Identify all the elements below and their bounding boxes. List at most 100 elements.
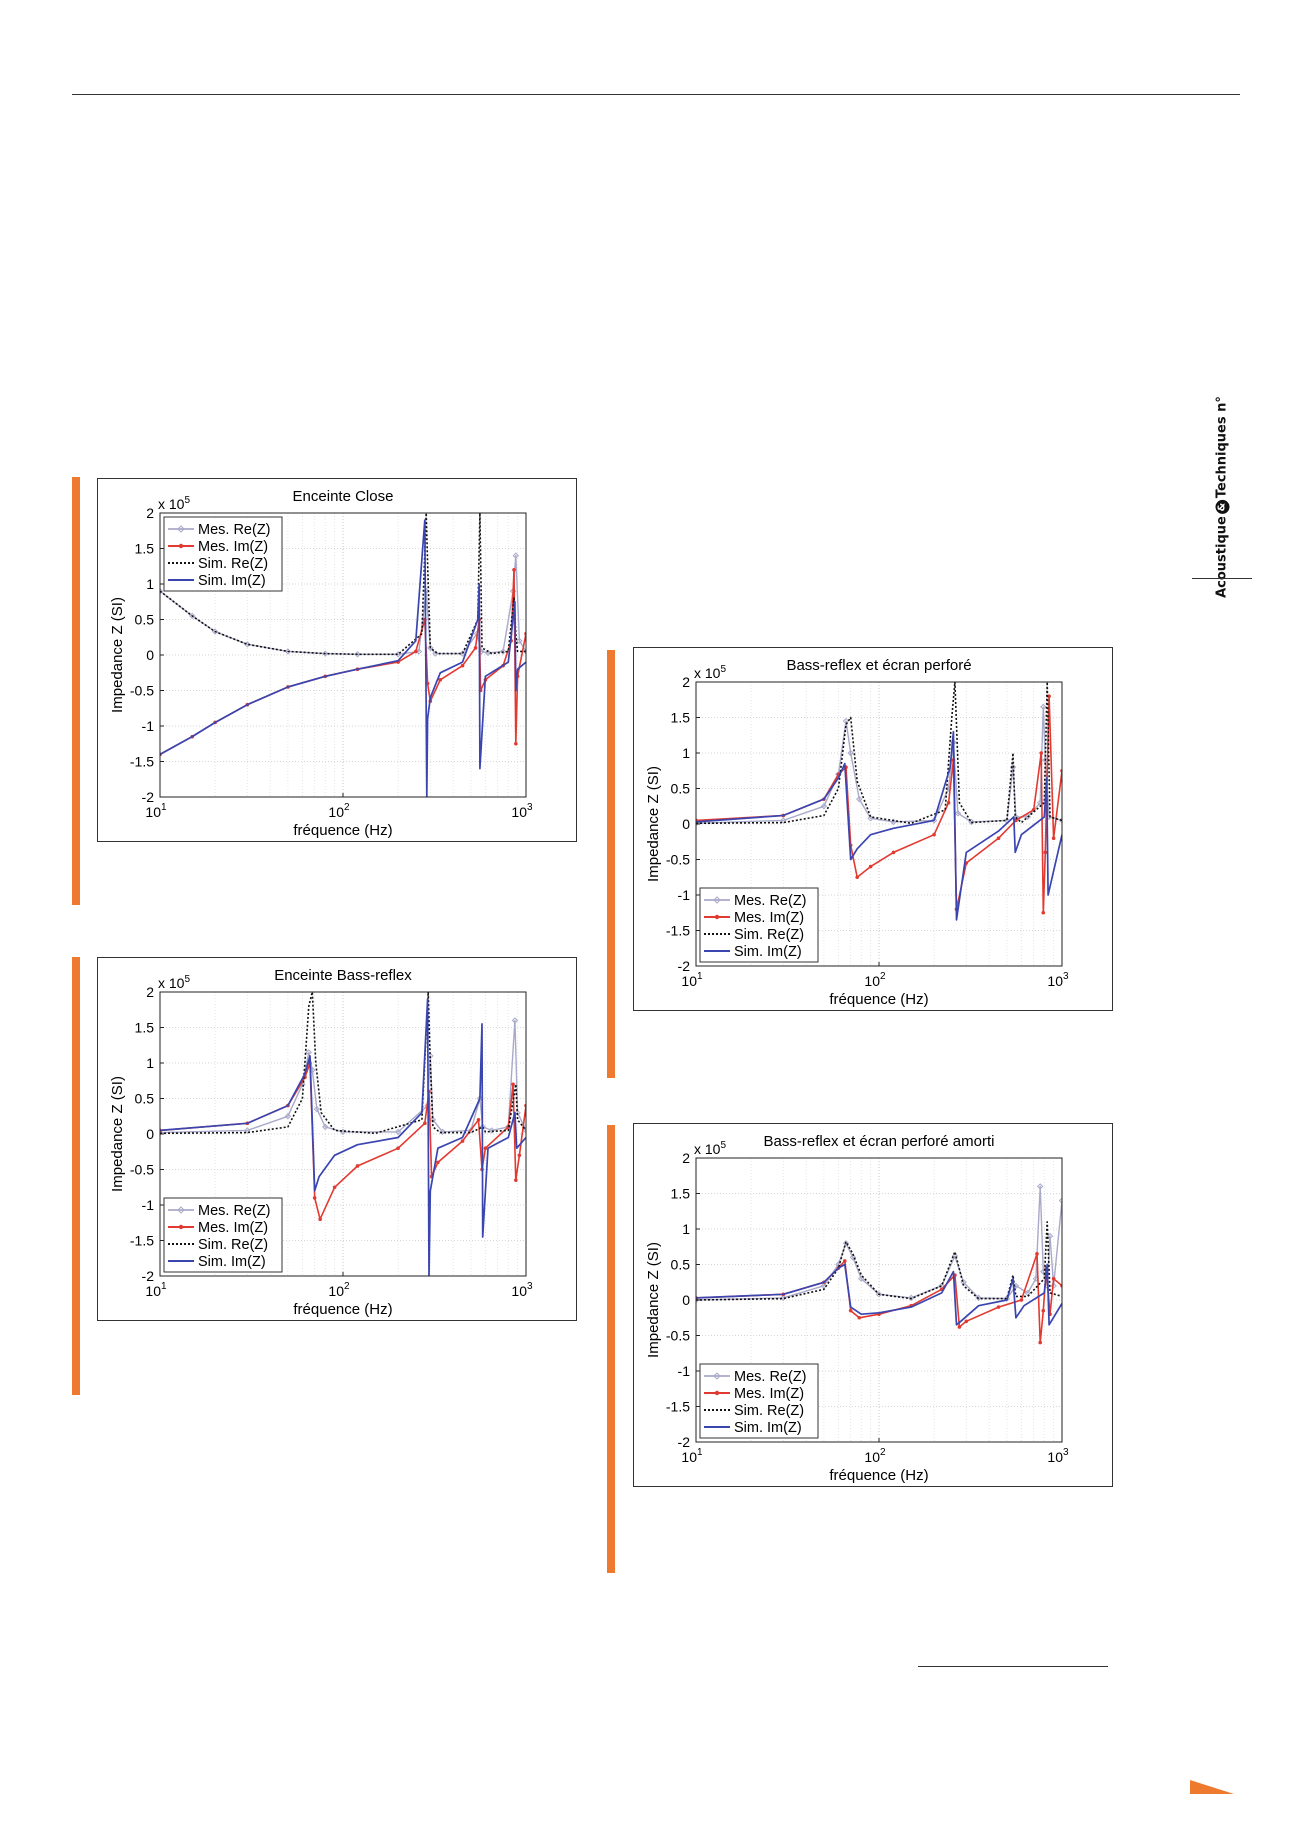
legend-label: Mes. Re(Z) [198,522,271,538]
y-tick-label: 0 [146,647,154,663]
legend-label: Mes. Re(Z) [734,893,807,909]
y-multiplier: x 105 [158,974,190,991]
series-point [511,1082,515,1087]
series-point [414,649,418,654]
plot-lines [696,1183,1062,1345]
series-point [459,650,466,657]
series-point [856,795,863,803]
series-point [848,1308,853,1313]
y-tick-label: -1 [142,1197,155,1213]
legend-marker [177,525,185,533]
figure-accent-bar-2 [72,957,80,1395]
x-tick-label: 101 [145,1281,167,1299]
chart-title: Bass-reflex et écran perforé [786,657,971,674]
y-tick-label: 1 [146,576,154,592]
y-tick-label: -0.5 [130,683,154,699]
series-point [849,1254,857,1261]
y-tick-label: -1.5 [130,754,154,770]
y-tick-label: -2 [142,1268,155,1284]
x-tick-label: 102 [328,1281,350,1299]
x-tick-label: 103 [1047,1447,1069,1465]
series-line-sim-im [696,1263,1062,1326]
series-point [312,1196,317,1200]
header-rule [72,94,1240,95]
series-point [354,651,361,658]
legend: Mes. Re(Z)Mes. Im(Z)Sim. Re(Z)Sim. Im(Z) [699,887,819,963]
series-point [284,648,292,655]
figure-enceinte-bass-reflex: Enceinte Bass-reflex x 105 2 1.5 1 0.5 0 -0.5 -1… [97,957,577,1321]
impedance-chart-perforated-damped: Bass-reflex et écran perforé amorti x 105… [645,1133,1069,1484]
series-point [932,832,936,837]
series-point [1051,836,1056,840]
series-point [964,1319,969,1324]
series-point [473,646,478,650]
series-point [780,817,787,824]
series-point [284,1113,292,1120]
series-point [891,850,896,855]
y-tick-label: 1 [682,1221,690,1237]
series-point [957,1325,962,1329]
series-point [1046,1232,1054,1240]
x-axis-label: fréquence (Hz) [829,1467,928,1484]
x-axis-label: fréquence (Hz) [829,991,928,1008]
footnote-rule [918,1666,1108,1667]
y-tick-label: 2 [146,984,154,1000]
series-point [696,1296,700,1304]
y-tick-label: 2 [146,505,154,521]
y-tick-label: -2 [142,789,155,805]
y-axis-label: Impedance Z (SI) [109,1076,126,1192]
chart-title: Bass-reflex et écran perforé amorti [764,1133,995,1150]
side-rule [1192,578,1252,579]
series-line-sim-re [160,992,526,1135]
series-point [842,1259,847,1263]
brand-ampersand-icon: & [1215,500,1230,515]
y-tick-label: 0.5 [135,1091,155,1107]
series-point [1058,1197,1062,1204]
y-tick-label: -1 [678,887,691,903]
legend-label: Sim. Re(Z) [198,1237,268,1253]
x-axis-label: fréquence (Hz) [293,1301,392,1318]
series-point [512,568,516,572]
y-tick-label: 1 [682,745,690,761]
series-point [855,875,859,880]
x-tick-label: 102 [328,802,350,820]
series-point [512,552,520,559]
series-point [1035,1252,1039,1256]
series-point [1050,1282,1057,1290]
y-tick-label: 1.5 [671,710,691,726]
series-line-sim-im [696,730,1062,921]
legend-label: Mes. Re(Z) [734,1369,807,1385]
series-point [322,650,329,657]
x-tick-label: 103 [1047,971,1069,989]
series-point [429,1116,437,1124]
series-point [514,741,518,746]
series-point [954,810,962,817]
series-point [951,1252,959,1260]
series-point [820,803,828,810]
series-point [189,612,196,620]
legend-marker [714,1390,720,1396]
y-tick-label: -0.5 [666,1328,690,1344]
series-point [305,1049,312,1056]
x-tick-label: 101 [681,971,703,989]
series-point [460,1139,465,1143]
y-multiplier: x 105 [694,664,726,681]
series-point [211,628,219,635]
figure-accent-bar-3 [607,650,615,1078]
series-point [516,637,523,645]
legend-marker [713,1372,721,1380]
series-point [867,815,874,822]
series-point [511,1017,519,1024]
series-point [438,678,443,682]
series-point [868,864,873,869]
legend: Mes. Re(Z)Mes. Im(Z)Sim. Re(Z)Sim. Im(Z) [163,1197,283,1273]
y-axis-label: Impedance Z (SI) [645,766,662,882]
legend-box [163,516,283,592]
legend-marker [714,914,720,920]
figure-accent-bar-4 [607,1125,615,1573]
y-tick-label: 0 [146,1126,154,1142]
legend-label: Sim. Im(Z) [198,1254,266,1270]
y-axis-label: Impedance Z (SI) [645,1242,662,1358]
